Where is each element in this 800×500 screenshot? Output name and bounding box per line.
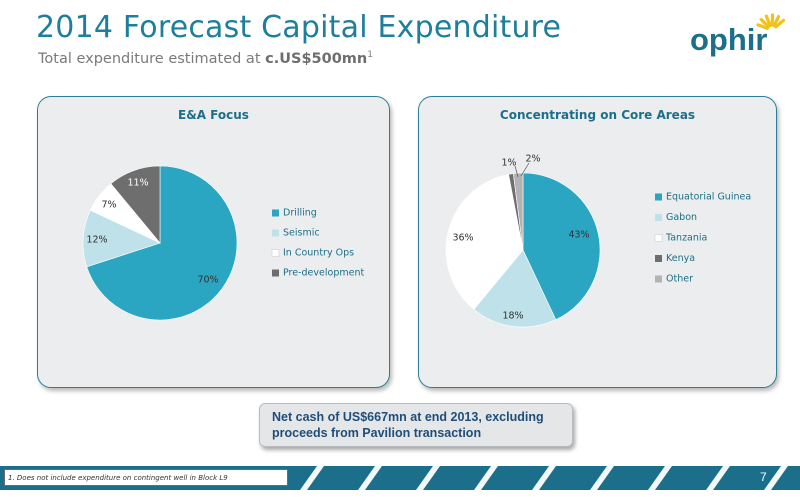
pie-slice-pre-development	[110, 165, 161, 244]
footnote: 1. Does not include expenditure on conti…	[4, 469, 288, 486]
legend-label-seismic: Seismic	[283, 228, 320, 239]
legend-label-other: Other	[666, 274, 693, 285]
legend-label-tanzania: Tanzania	[665, 233, 707, 244]
data-label-other: 2%	[525, 154, 540, 165]
core-areas-chart-title: Concentrating on Core Areas	[499, 108, 696, 122]
legend-swatch-drilling	[272, 209, 279, 217]
legend-swatch-seismic	[272, 229, 279, 237]
pie-slice-drilling	[86, 165, 238, 321]
page-number: 7	[760, 470, 767, 484]
ea-focus-pie-chart: 70% 12% 7% 11% Drilling Seismic In Country Ops…	[82, 165, 364, 321]
legend-swatch-kenya	[655, 255, 662, 262]
leader-line-other	[520, 162, 530, 177]
subtitle-footnote-ref: 1	[367, 50, 373, 60]
page-subtitle: Total expenditure estimated at c.US$500m…	[38, 50, 373, 67]
subtitle-amount: c.US$500mn	[265, 50, 368, 67]
data-label-pre-development: 11%	[127, 178, 148, 189]
legend-swatch-gabon	[655, 214, 662, 221]
pie-slice-tanzania	[445, 174, 524, 310]
legend-swatch-tanzania	[654, 234, 663, 242]
sun-icon	[756, 13, 786, 30]
legend-swatch-in-country-ops	[271, 249, 280, 257]
pie-slice-equatorial-guinea	[522, 172, 601, 321]
logo-wordmark: ophir	[690, 22, 768, 57]
ea-focus-panel: E&A Focus 70% 12% 7% 11% Drilling Seismic In C…	[37, 96, 390, 388]
legend-label-drilling: Drilling	[283, 208, 317, 219]
legend-label-gabon: Gabon	[666, 212, 697, 223]
legend-label-in-country-ops: In Country Ops	[283, 248, 354, 259]
legend-label-pre-development: Pre-development	[283, 268, 364, 279]
legend-label-equatorial-guinea: Equatorial Guinea	[666, 192, 751, 203]
net-cash-callout: Net cash of US$667mn at end 2013, exclud…	[259, 403, 573, 447]
data-label-tanzania: 36%	[452, 233, 473, 244]
ea-focus-chart-title: E&A Focus	[178, 108, 249, 122]
ophir-logo: ophir	[690, 13, 786, 57]
data-label-gabon: 18%	[502, 311, 523, 322]
data-label-equatorial-guinea: 43%	[568, 230, 589, 241]
pie-slice-gabon	[473, 249, 557, 328]
core-areas-pie-chart: 43% 18% 36% 1% 2% Equatorial Guinea Gabon Tanza…	[445, 154, 751, 328]
data-label-kenya: 1%	[501, 158, 516, 169]
legend-swatch-other	[655, 275, 662, 283]
data-label-seismic: 12%	[86, 235, 107, 246]
legend-swatch-pre-development	[272, 269, 279, 277]
core-areas-panel: Concentrating on Core Areas 43% 18% 36% 1% 2…	[418, 96, 777, 388]
legend-label-kenya: Kenya	[666, 253, 695, 264]
data-label-drilling: 70%	[197, 275, 218, 286]
data-label-in-country-ops: 7%	[101, 200, 116, 211]
net-cash-callout-text: Net cash of US$667mn at end 2013, exclud…	[272, 410, 544, 440]
page-title: 2014 Forecast Capital Expenditure	[36, 10, 562, 45]
legend-swatch-equatorial-guinea	[655, 193, 662, 201]
leader-line-kenya	[514, 165, 519, 178]
subtitle-prefix: Total expenditure estimated at	[38, 50, 266, 67]
